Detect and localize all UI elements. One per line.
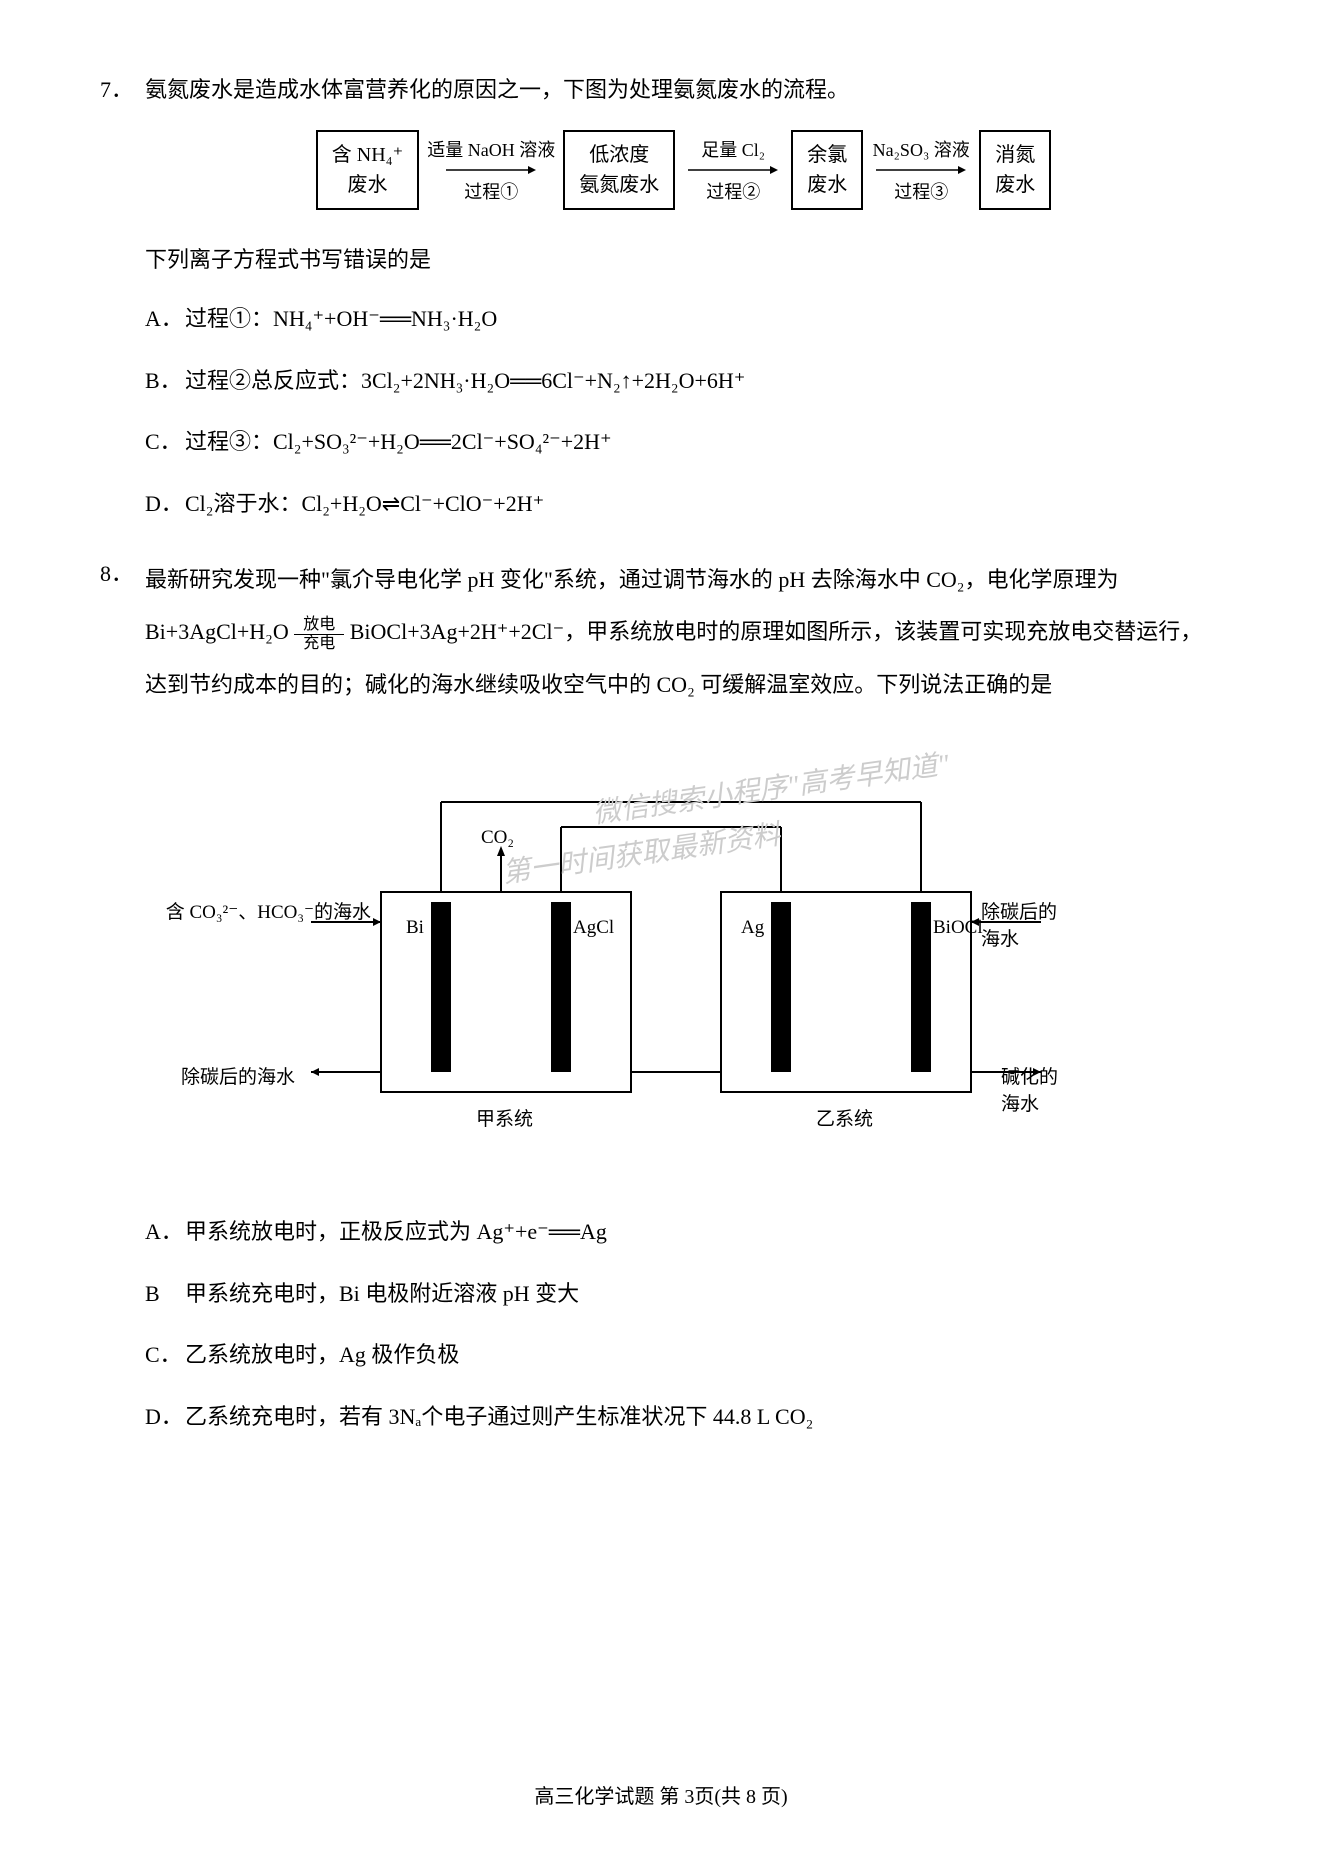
q7-stem: 7． 氨氮废水是造成水体富营养化的原因之一，下图为处理氨氮废水的流程。 [100,70,1222,110]
opt-content: 过程②总反应式：3Cl₂+2NH₃·H₂O══6Cl⁻+N₂↑+2H₂O+6H⁺ [185,361,1222,401]
label-right-out: 碱化的海水 [1001,1062,1071,1116]
q7-option-d: D． Cl₂溶于水：Cl₂+H₂O⇌Cl⁻+ClO⁻+2H⁺ [145,484,1222,524]
label-e4: BiOCl [933,917,983,939]
flow-arrow-1-bot: 过程① [464,178,518,204]
q7-number: 7． [100,70,145,110]
question-7: 7． 氨氮废水是造成水体富营养化的原因之一，下图为处理氨氮废水的流程。 含 NH… [100,70,1222,524]
flow-box-2-l2: 氨氮废水 [579,170,659,200]
flow-box-2: 低浓度 氨氮废水 [563,130,675,210]
flow-arrow-3: Na₂SO₃ 溶液 过程③ [871,136,971,204]
flow-arrow-2-top: 足量 Cl₂ [701,136,765,162]
opt-label: A． [145,1212,185,1252]
label-left-out: 除碳后的海水 [181,1062,295,1089]
opt-content: 过程①：NH₄⁺+OH⁻══NH₃·H₂O [185,299,1222,339]
label-e3: Ag [741,917,764,939]
flow-arrow-1: 适量 NaOH 溶液 过程① [427,136,555,204]
q8-option-b: B 甲系统充电时，Bi 电极附近溶液 pH 变大 [145,1274,1222,1314]
flow-box-3: 余氯 废水 [791,130,863,210]
question-8: 8． 最新研究发现一种"氯介导电化学 pH 变化"系统，通过调节海水的 pH 去… [100,554,1222,1437]
opt-label: A． [145,299,185,339]
label-left-in: 含 CO₃²⁻、HCO₃⁻的海水 [121,897,371,924]
flow-arrow-1-top: 适量 NaOH 溶液 [427,136,555,162]
flow-box-2-l1: 低浓度 [579,140,659,170]
label-sys2: 乙系统 [816,1104,873,1131]
opt-label: C． [145,1335,185,1375]
label-co2: CO₂ [481,827,514,849]
flow-arrow-3-top: Na₂SO₃ 溶液 [873,136,970,162]
opt-label: B [145,1274,185,1314]
q8-option-c: C． 乙系统放电时，Ag 极作负极 [145,1335,1222,1375]
opt-label: D． [145,484,185,524]
flow-box-4-l1: 消氮 [995,140,1035,170]
eq-arrow-top: 放电 [294,616,344,635]
flow-arrow-3-bot: 过程③ [894,178,948,204]
equilibrium-arrow-icon: 放电 充电 [294,616,344,652]
page-footer: 高三化学试题 第 3页(共 8 页) [0,1780,1322,1809]
opt-content: 甲系统放电时，正极反应式为 Ag⁺+e⁻══Ag [185,1212,1222,1252]
flow-box-3-l1: 余氯 [807,140,847,170]
arrow-icon [446,164,536,176]
label-e2: AgCl [573,917,614,939]
label-e1: Bi [406,917,424,939]
q7-flow-diagram: 含 NH₄⁺ 废水 适量 NaOH 溶液 过程① 低浓度 氨氮废水 足量 Cl₂… [145,130,1222,210]
q8-number: 8． [100,554,145,712]
opt-content: 过程③：Cl₂+SO₃²⁻+H₂O══2Cl⁻+SO₄²⁻+2H⁺ [185,422,1222,462]
q7-option-c: C． 过程③：Cl₂+SO₃²⁻+H₂O══2Cl⁻+SO₄²⁻+2H⁺ [145,422,1222,462]
opt-content: 甲系统充电时，Bi 电极附近溶液 pH 变大 [185,1274,1222,1314]
label-right-in: 除碳后的海水 [981,897,1071,951]
opt-label: C． [145,422,185,462]
q8-electrode-diagram: 微信搜索小程序"高考早知道" 第一时间获取最新资料 [251,742,1071,1162]
arrow-icon [688,164,778,176]
q7-option-b: B． 过程②总反应式：3Cl₂+2NH₃·H₂O══6Cl⁻+N₂↑+2H₂O+… [145,361,1222,401]
flow-arrow-2: 足量 Cl₂ 过程② [683,136,783,204]
q7-option-a: A． 过程①：NH₄⁺+OH⁻══NH₃·H₂O [145,299,1222,339]
q7-text: 氨氮废水是造成水体富营养化的原因之一，下图为处理氨氮废水的流程。 [145,70,1222,110]
flow-box-4: 消氮 废水 [979,130,1051,210]
eq-arrow-bot: 充电 [294,635,344,653]
opt-content: Cl₂溶于水：Cl₂+H₂O⇌Cl⁻+ClO⁻+2H⁺ [185,484,1222,524]
q8-stem: 8． 最新研究发现一种"氯介导电化学 pH 变化"系统，通过调节海水的 pH 去… [100,554,1222,712]
q7-options: A． 过程①：NH₄⁺+OH⁻══NH₃·H₂O B． 过程②总反应式：3Cl₂… [145,299,1222,523]
opt-content: 乙系统放电时，Ag 极作负极 [185,1335,1222,1375]
electrode-svg-icon [251,742,1071,1162]
flow-box-1: 含 NH₄⁺ 废水 [316,130,419,210]
q8-text: 最新研究发现一种"氯介导电化学 pH 变化"系统，通过调节海水的 pH 去除海水… [145,554,1222,712]
flow-box-3-l2: 废水 [807,170,847,200]
flow-box-4-l2: 废水 [995,170,1035,200]
opt-label: B． [145,361,185,401]
q8-option-a: A． 甲系统放电时，正极反应式为 Ag⁺+e⁻══Ag [145,1212,1222,1252]
opt-content: 乙系统充电时，若有 3Nₐ个电子通过则产生标准状况下 44.8 L CO₂ [185,1397,1222,1437]
opt-label: D． [145,1397,185,1437]
q7-sub: 下列离子方程式书写错误的是 [145,240,1222,280]
flow-box-1-l1: 含 NH₄⁺ [332,140,403,170]
flow-arrow-2-bot: 过程② [706,178,760,204]
q8-option-d: D． 乙系统充电时，若有 3Nₐ个电子通过则产生标准状况下 44.8 L CO₂ [145,1397,1222,1437]
flow-box-1-l2: 废水 [332,170,403,200]
q8-options: A． 甲系统放电时，正极反应式为 Ag⁺+e⁻══Ag B 甲系统充电时，Bi … [145,1212,1222,1436]
label-sys1: 甲系统 [476,1104,533,1131]
arrow-icon [876,164,966,176]
